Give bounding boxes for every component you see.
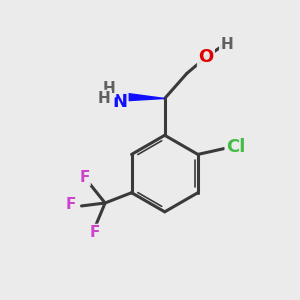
Text: F: F xyxy=(90,225,100,240)
Text: F: F xyxy=(79,170,90,185)
Text: F: F xyxy=(66,197,76,212)
Text: H: H xyxy=(220,37,233,52)
Polygon shape xyxy=(125,93,165,101)
Text: Cl: Cl xyxy=(226,138,245,156)
Text: N: N xyxy=(112,93,127,111)
Text: O: O xyxy=(198,48,214,66)
Text: H: H xyxy=(102,81,115,96)
Text: H: H xyxy=(98,91,111,106)
